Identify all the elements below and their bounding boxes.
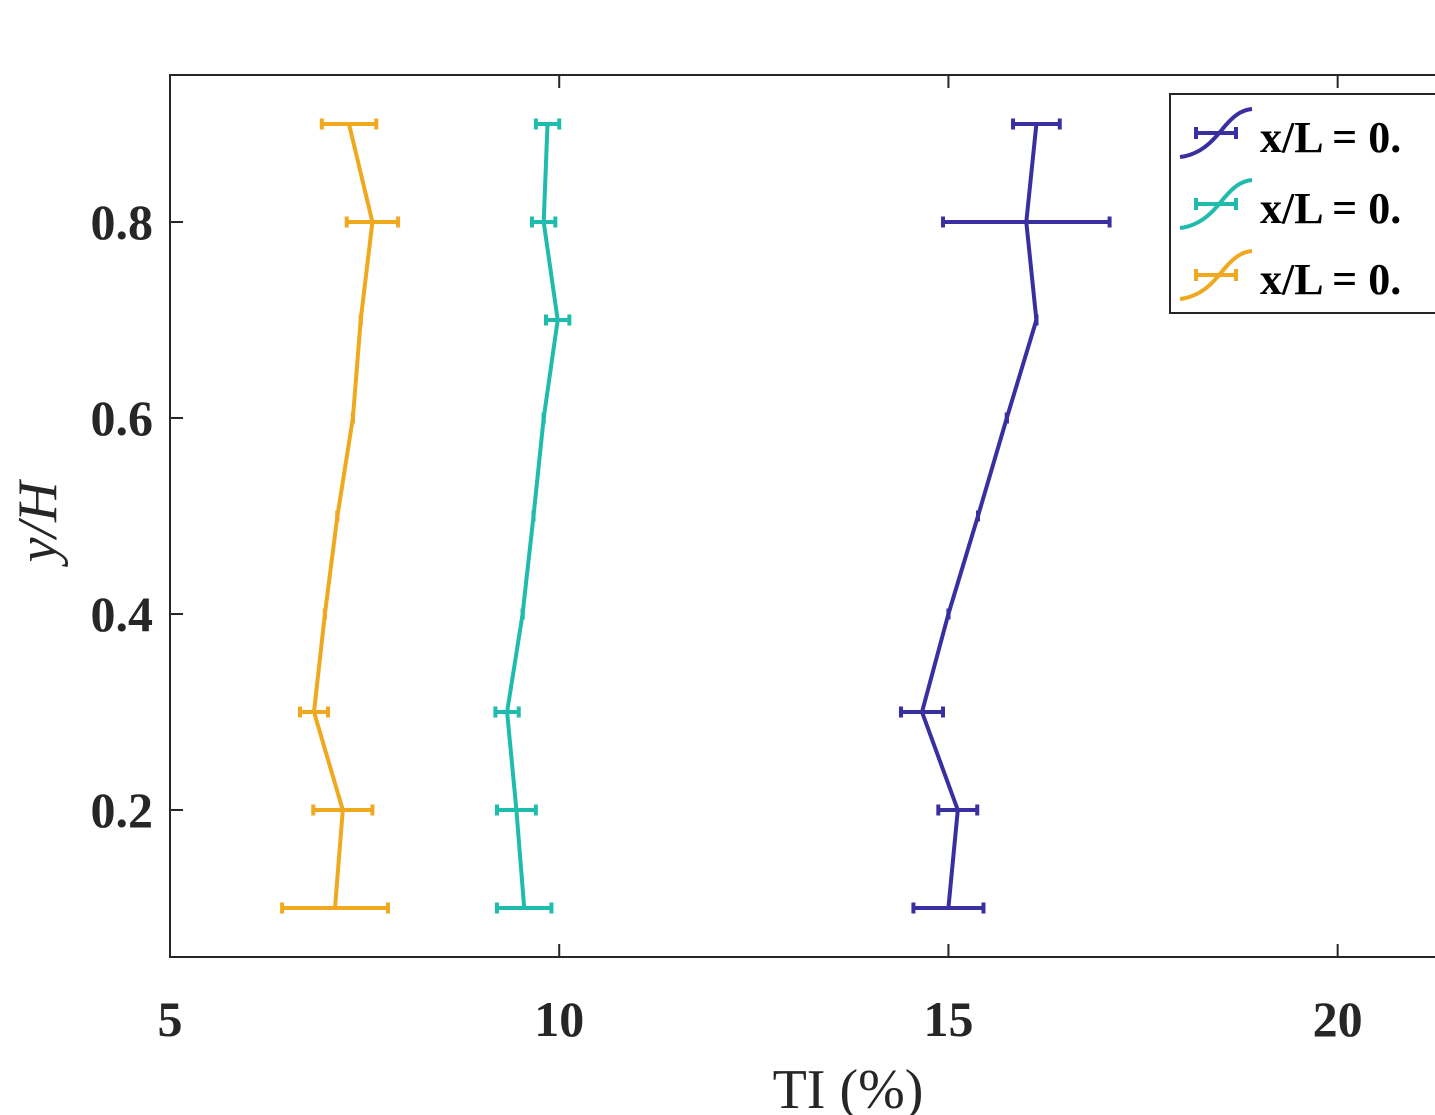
error-bar — [298, 706, 331, 718]
series-3 — [280, 118, 401, 914]
axis-ticks — [169, 75, 1339, 957]
y-tick-label: 0.8 — [91, 194, 154, 250]
error-bar — [936, 804, 980, 816]
x-tick-label: 10 — [534, 991, 584, 1047]
legend: x/L = 0. x/L = 0. x/L = 0. — [1169, 93, 1435, 314]
legend-label: x/L = 0. — [1260, 113, 1401, 162]
x-axis-title: TI (%) — [773, 1059, 924, 1115]
series-1 — [898, 118, 1112, 914]
legend-label: x/L = 0. — [1260, 184, 1401, 233]
error-bar — [280, 902, 390, 914]
error-bar — [344, 216, 401, 228]
y-tick-label: 0.2 — [91, 782, 154, 838]
x-tick-label: 20 — [1313, 991, 1363, 1047]
error-bar — [533, 118, 562, 130]
error-bar — [898, 706, 945, 718]
error-bar — [494, 902, 554, 914]
error-bar — [493, 706, 521, 718]
error-bar — [940, 216, 1112, 228]
legend-line-swatch — [1179, 107, 1253, 159]
legend-entry-2: x/L = 0. — [1179, 178, 1401, 233]
x-tick-label: 15 — [923, 991, 973, 1047]
y-tick-label: 0.6 — [91, 390, 154, 446]
series-2 — [493, 118, 572, 914]
error-bar — [911, 902, 986, 914]
legend-entry-1: x/L = 0. — [1179, 107, 1401, 162]
series-layer — [280, 118, 1112, 914]
error-bar — [311, 804, 375, 816]
legend-line-swatch — [1179, 249, 1253, 301]
legend-label: x/L = 0. — [1260, 255, 1401, 304]
error-bar — [1011, 118, 1062, 130]
legend-entry-3: x/L = 0. — [1179, 249, 1401, 304]
y-tick-label: 0.4 — [91, 586, 154, 642]
error-bar — [543, 314, 572, 326]
tick-labels: 5 10 15 20 0.2 0.4 0.6 0.8 — [91, 194, 1363, 1047]
y-axis-title: y/H — [7, 479, 69, 567]
legend-line-swatch — [1179, 178, 1253, 230]
error-bar — [529, 216, 558, 228]
error-bar — [494, 804, 538, 816]
error-bar — [319, 118, 379, 130]
x-tick-label: 5 — [158, 991, 183, 1047]
